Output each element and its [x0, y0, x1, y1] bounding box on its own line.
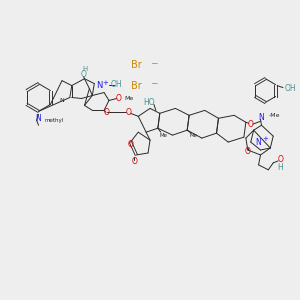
- Text: O: O: [245, 148, 251, 157]
- Text: −: −: [150, 58, 158, 67]
- Text: O: O: [81, 70, 86, 79]
- Text: Br: Br: [131, 81, 142, 91]
- Text: Me: Me: [124, 96, 134, 101]
- Text: OH: OH: [285, 84, 297, 93]
- Text: Me: Me: [160, 133, 168, 138]
- Text: HO: HO: [143, 98, 155, 107]
- Text: O: O: [104, 108, 110, 117]
- Text: N: N: [60, 98, 64, 103]
- Text: O: O: [116, 94, 122, 103]
- Text: +: +: [102, 80, 108, 85]
- Text: O: O: [126, 108, 131, 117]
- Text: Me: Me: [189, 133, 197, 138]
- Text: O: O: [277, 155, 283, 164]
- Text: H: H: [277, 163, 283, 172]
- Text: −: −: [150, 79, 158, 88]
- Text: -Me: -Me: [268, 113, 280, 118]
- Text: N: N: [36, 114, 41, 123]
- Text: N: N: [259, 113, 264, 122]
- Text: O: O: [128, 140, 134, 148]
- Text: N: N: [96, 81, 102, 90]
- Text: OH: OH: [111, 80, 123, 89]
- Text: Br: Br: [131, 60, 142, 70]
- Text: N: N: [256, 138, 261, 147]
- Text: methyl: methyl: [44, 118, 64, 123]
- Text: O: O: [248, 120, 254, 129]
- Text: H: H: [82, 66, 87, 72]
- Text: +: +: [262, 136, 268, 142]
- Text: O: O: [131, 158, 137, 166]
